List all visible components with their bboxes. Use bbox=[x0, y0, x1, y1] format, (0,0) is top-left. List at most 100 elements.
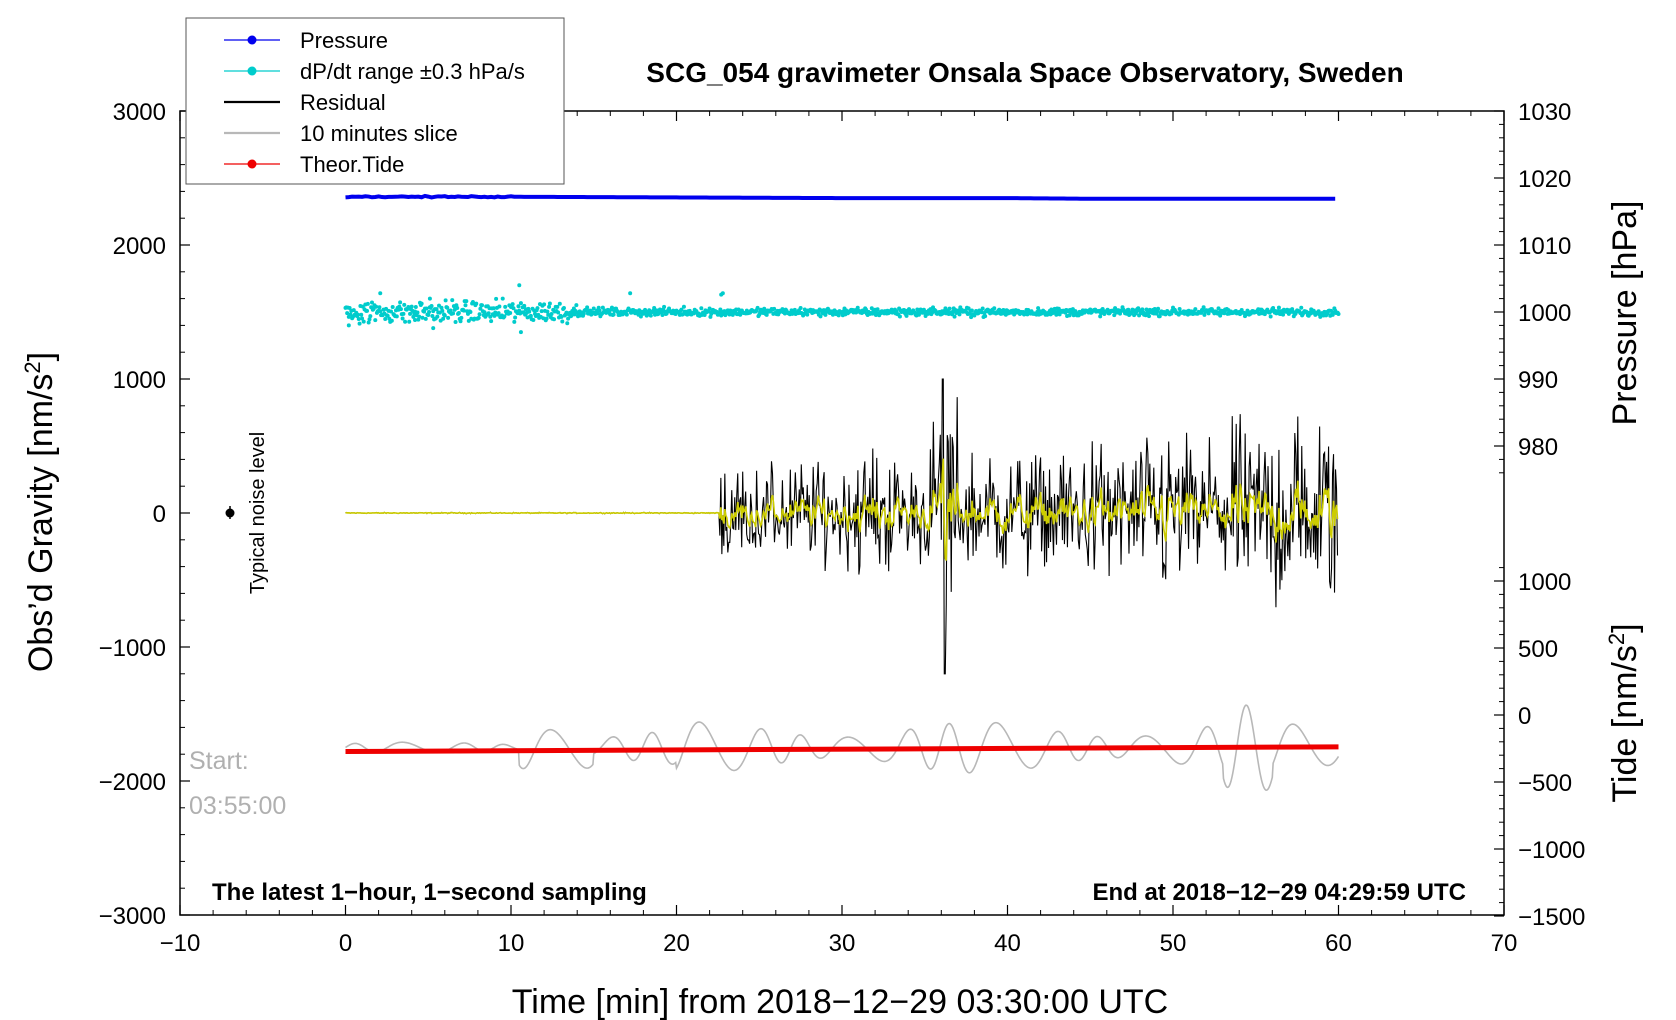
dpdt-point bbox=[957, 312, 962, 317]
dpdt-point bbox=[516, 304, 521, 309]
dpdt-point bbox=[585, 305, 590, 310]
dpdt-point bbox=[369, 300, 374, 305]
dpdt-point bbox=[407, 319, 412, 324]
legend-marker bbox=[247, 35, 257, 45]
dpdt-point bbox=[611, 312, 616, 317]
dpdt-point bbox=[1281, 312, 1286, 317]
dpdt-point bbox=[464, 299, 469, 304]
dpdt-point bbox=[561, 306, 566, 311]
x-tick-label: 70 bbox=[1491, 930, 1518, 957]
legend-label: 10 minutes slice bbox=[300, 121, 458, 146]
dpdt-outlier bbox=[427, 296, 432, 301]
dpdt-point bbox=[456, 311, 461, 316]
dpdt-point bbox=[378, 309, 383, 314]
y-tick-label: −3000 bbox=[99, 903, 166, 930]
left-axis-title: Obs’d Gravity [nm/s2] bbox=[20, 352, 60, 672]
x-tick-label: 50 bbox=[1160, 930, 1187, 957]
dpdt-point bbox=[442, 313, 447, 318]
dpdt-point bbox=[451, 311, 456, 316]
legend-item: Residual bbox=[224, 90, 386, 115]
dpdt-point bbox=[494, 296, 499, 301]
dpdt-point bbox=[445, 305, 450, 310]
legend-item: Pressure bbox=[224, 28, 388, 53]
dpdt-point bbox=[552, 317, 557, 322]
dpdt-point bbox=[584, 308, 589, 313]
dpdt-point bbox=[366, 320, 371, 325]
dpdt-point bbox=[1156, 306, 1161, 311]
dpdt-point bbox=[542, 302, 547, 307]
dpdt-point bbox=[455, 306, 460, 311]
dpdt-point bbox=[441, 316, 446, 321]
y-tick-label: 3000 bbox=[113, 99, 166, 126]
dpdt-point bbox=[368, 314, 373, 319]
dpdt-point bbox=[365, 301, 370, 306]
dpdt-point bbox=[1299, 305, 1304, 310]
dpdt-point bbox=[417, 314, 422, 319]
noise-marker bbox=[225, 506, 235, 519]
dpdt-point bbox=[482, 310, 487, 315]
dpdt-point bbox=[463, 303, 468, 308]
dpdt-point bbox=[699, 306, 704, 311]
y-tick-label: −1000 bbox=[99, 635, 166, 662]
dpdt-point bbox=[727, 312, 732, 317]
tick-marks: −10 0 10 20 30 40 50 60 703000200010000−1000−200… bbox=[99, 99, 1586, 957]
dpdt-outlier bbox=[346, 323, 351, 328]
dpdt-point bbox=[897, 314, 902, 319]
dpdt-point bbox=[836, 313, 841, 318]
dpdt-point bbox=[1218, 313, 1223, 318]
dpdt-point bbox=[461, 308, 466, 313]
x-tick-label: 0 bbox=[339, 930, 352, 957]
dpdt-point bbox=[1193, 307, 1198, 312]
dpdt-point bbox=[992, 306, 997, 311]
dpdt-point bbox=[373, 318, 378, 323]
dpdt-point bbox=[547, 304, 552, 309]
dpdt-point bbox=[512, 319, 517, 324]
legend-item: Theor.Tide bbox=[224, 152, 404, 177]
dpdt-point bbox=[1112, 313, 1117, 318]
chart-title: SCG_054 gravimeter Onsala Space Observat… bbox=[646, 57, 1403, 88]
dpdt-point bbox=[904, 313, 909, 318]
dpdt-point bbox=[660, 313, 665, 318]
dpdt-point bbox=[969, 308, 974, 313]
dpdt-point bbox=[1201, 305, 1206, 310]
dpdt-point bbox=[385, 313, 390, 318]
legend-item: dP/dt range ±0.3 hPa/s bbox=[224, 59, 525, 84]
dpdt-point bbox=[531, 317, 536, 322]
dpdt-point bbox=[439, 305, 444, 310]
dpdt-point bbox=[681, 304, 686, 309]
x-tick-label: 20 bbox=[663, 930, 690, 957]
dpdt-point bbox=[560, 319, 565, 324]
dpdt-point bbox=[947, 306, 952, 311]
noise-label: Typical noise level bbox=[247, 432, 269, 594]
end-note: End at 2018−12−29 04:29:59 UTC bbox=[1092, 879, 1466, 906]
dpdt-point bbox=[492, 313, 497, 318]
dpdt-point bbox=[367, 317, 372, 322]
dpdt-point bbox=[566, 316, 571, 321]
dpdt-point bbox=[679, 307, 684, 312]
dpdt-point bbox=[609, 305, 614, 310]
y-tick-label: −2000 bbox=[99, 769, 166, 796]
dpdt-point bbox=[855, 305, 860, 310]
dpdt-point bbox=[638, 314, 643, 319]
dpdt-point bbox=[500, 296, 505, 301]
dpdt-point bbox=[597, 308, 602, 313]
dpdt-point bbox=[430, 313, 435, 318]
dpdt-point bbox=[351, 308, 356, 313]
dpdt-point bbox=[943, 306, 948, 311]
dpdt-point bbox=[1268, 314, 1273, 319]
dpdt-point bbox=[902, 308, 907, 313]
dpdt-outlier bbox=[720, 291, 725, 296]
dpdt-point bbox=[539, 309, 544, 314]
dpdt-point bbox=[476, 315, 481, 320]
dpdt-point bbox=[557, 301, 562, 306]
dpdt-point bbox=[511, 306, 516, 311]
dpdt-point bbox=[453, 319, 458, 324]
dpdt-point bbox=[1098, 314, 1103, 319]
dpdt-point bbox=[1216, 306, 1221, 311]
dpdt-point bbox=[662, 304, 667, 309]
dpdt-point bbox=[510, 302, 515, 307]
dpdt-point bbox=[522, 303, 527, 308]
dpdt-point bbox=[419, 301, 424, 306]
legend-label: Residual bbox=[300, 90, 386, 115]
